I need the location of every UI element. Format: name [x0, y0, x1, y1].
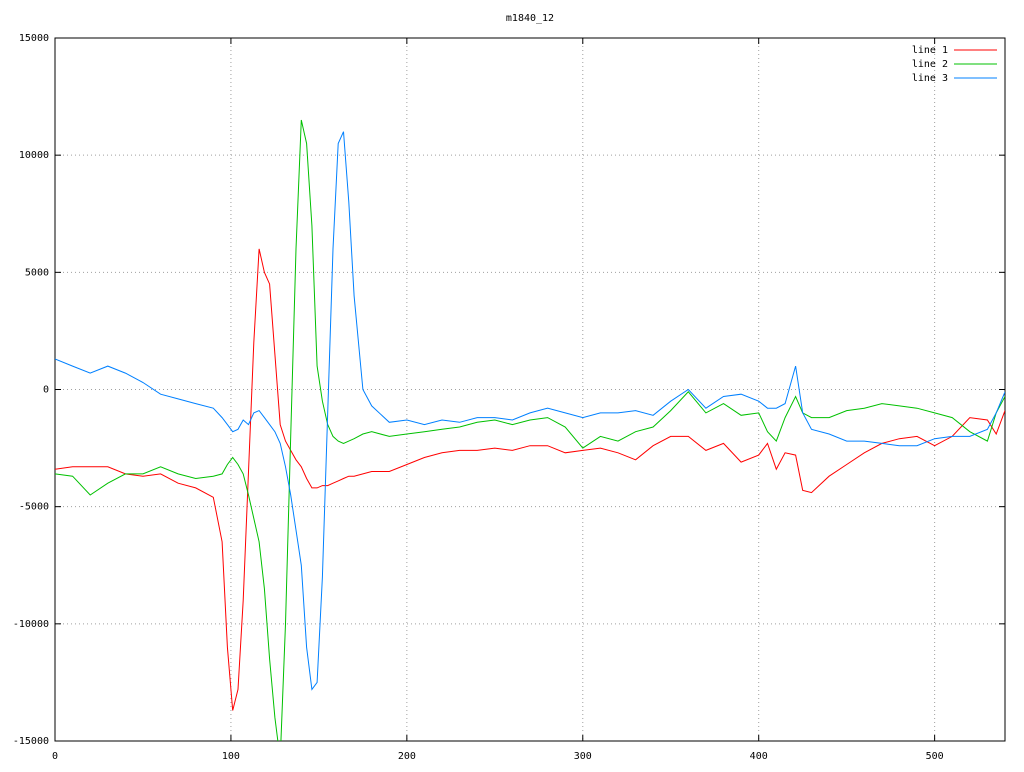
chart-title: m1840_12	[506, 13, 554, 24]
plot-border	[54, 37, 1006, 742]
x-tick-label: 300	[574, 751, 592, 762]
y-tick-label: -5000	[19, 502, 49, 513]
legend-label: line 2	[912, 59, 948, 70]
x-tick-label: 500	[926, 751, 944, 762]
legend-label: line 1	[912, 45, 948, 56]
x-tick-label: 100	[222, 751, 240, 762]
plot-area	[55, 119, 1005, 741]
y-tick-label: -15000	[13, 736, 49, 747]
y-tick-label: 5000	[25, 267, 49, 278]
x-tick-label: 200	[398, 751, 416, 762]
y-tick-label: 15000	[19, 33, 49, 44]
data-line	[55, 119, 1005, 741]
y-tick-label: 0	[43, 385, 49, 396]
x-tick-label: 0	[52, 751, 58, 762]
x-tick-label: 400	[750, 751, 768, 762]
legend-label: line 3	[912, 73, 948, 84]
y-tick-label: -10000	[13, 619, 49, 630]
data-line	[55, 248, 1005, 711]
y-tick-label: 10000	[19, 150, 49, 161]
data-line	[55, 131, 1005, 691]
